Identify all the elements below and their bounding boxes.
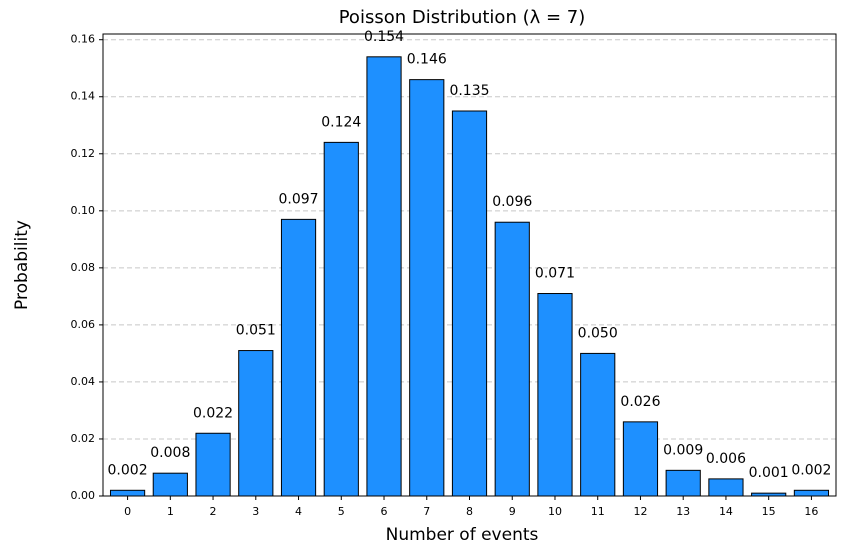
value-label: 0.146 [407, 52, 447, 68]
bar [622, 421, 659, 497]
x-tick-label: 3 [252, 505, 259, 518]
bar [708, 478, 744, 497]
bar [280, 218, 317, 497]
x-tick-label: 10 [548, 505, 562, 518]
bar [195, 432, 231, 497]
x-tick-label: 5 [338, 505, 345, 518]
value-label: 0.097 [278, 191, 318, 207]
value-label: 0.002 [791, 462, 831, 478]
y-tick-label: 0.10 [71, 204, 96, 217]
value-label: 0.051 [236, 323, 276, 339]
value-label: 0.006 [706, 451, 746, 467]
bar [409, 79, 445, 497]
bar [451, 110, 488, 497]
x-tick-label: 7 [423, 505, 430, 518]
y-tick-label: 0.12 [71, 147, 96, 160]
x-tick-label: 1 [167, 505, 174, 518]
bar [152, 472, 188, 497]
x-tick-label: 13 [676, 505, 690, 518]
bar [537, 293, 573, 497]
y-tick-label: 0.14 [71, 90, 96, 103]
x-tick-label: 0 [124, 505, 131, 518]
x-axis-label: Number of events [386, 525, 539, 545]
y-tick-label: 0.04 [71, 375, 96, 388]
x-tick-label: 11 [591, 505, 605, 518]
x-tick-label: 9 [509, 505, 516, 518]
y-tick-label: 0.16 [71, 33, 96, 46]
bar [323, 141, 359, 497]
bar [793, 489, 830, 497]
value-label: 0.071 [535, 266, 575, 282]
value-label: 0.154 [364, 29, 404, 45]
value-label: 0.001 [749, 465, 789, 481]
x-tick-label: 15 [762, 505, 776, 518]
y-tick-label: 0.00 [71, 489, 96, 502]
value-label: 0.002 [108, 462, 148, 478]
bar [580, 352, 616, 497]
bar [665, 469, 701, 497]
y-axis-label: Probability [12, 220, 32, 310]
y-tick-label: 0.06 [71, 318, 96, 331]
value-label: 0.124 [321, 114, 361, 130]
x-tick-label: 16 [804, 505, 818, 518]
value-label: 0.026 [620, 394, 660, 410]
value-label: 0.009 [663, 442, 703, 458]
value-label: 0.135 [449, 83, 489, 99]
x-tick-label: 8 [466, 505, 473, 518]
bar [366, 56, 402, 497]
chart-title: Poisson Distribution (λ = 7) [339, 7, 586, 28]
x-tick-label: 14 [719, 505, 733, 518]
x-tick-label: 2 [210, 505, 217, 518]
value-label: 0.022 [193, 405, 233, 421]
bar [109, 489, 146, 497]
x-tick-label: 4 [295, 505, 302, 518]
bar [238, 350, 274, 497]
plot-frame [102, 33, 837, 497]
bar [494, 221, 530, 497]
value-label: 0.008 [150, 445, 190, 461]
value-label: 0.050 [578, 325, 618, 341]
y-tick-label: 0.02 [71, 432, 96, 445]
x-tick-label: 6 [381, 505, 388, 518]
y-tick-label: 0.08 [71, 261, 96, 274]
x-tick-label: 12 [633, 505, 647, 518]
value-label: 0.096 [492, 194, 532, 210]
